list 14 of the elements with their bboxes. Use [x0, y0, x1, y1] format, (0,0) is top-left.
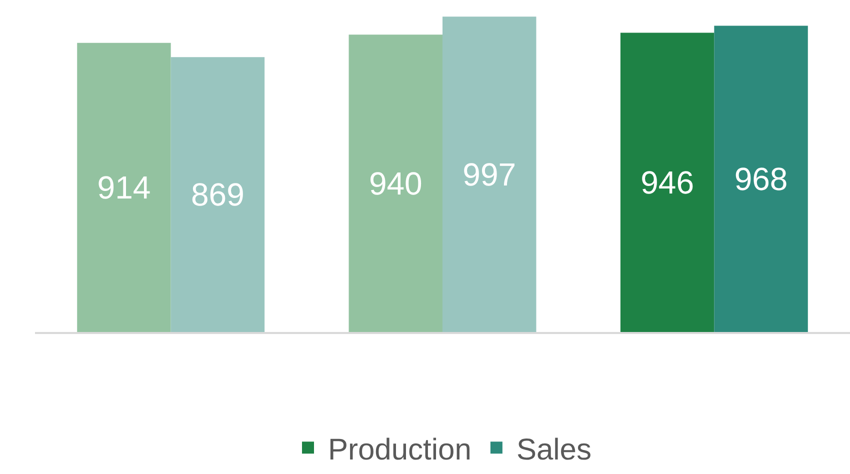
data-label: 946: [640, 164, 694, 200]
data-label: 869: [191, 176, 244, 213]
bar: [348, 34, 442, 332]
bar: [714, 26, 808, 332]
bar: [77, 42, 171, 332]
bar: [442, 16, 536, 332]
data-label: 968: [734, 160, 788, 197]
legend-label: Production: [328, 433, 472, 466]
bar: [170, 57, 265, 332]
data-label: 914: [97, 169, 151, 206]
legend-label: Sales: [516, 433, 592, 466]
data-label: 940: [368, 165, 422, 202]
data-label: 997: [462, 156, 516, 192]
bar: [620, 32, 714, 332]
